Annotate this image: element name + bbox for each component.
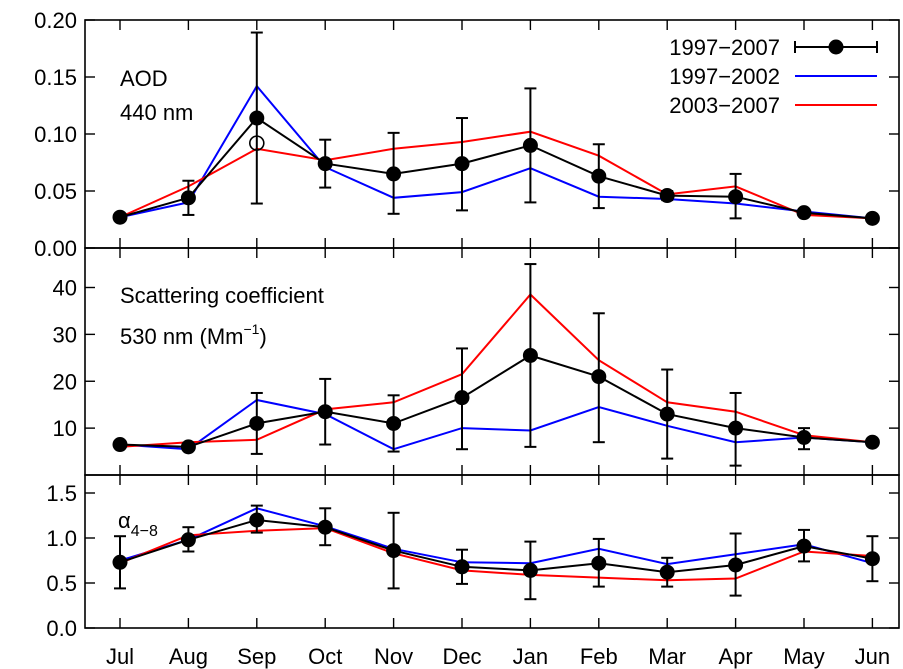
y-tick-label: 30 — [53, 322, 77, 347]
legend: 1997−2007 1997−2002 2003−2007 — [669, 35, 878, 118]
data-point — [796, 538, 812, 554]
data-point — [112, 437, 128, 453]
x-tick-label: Mar — [648, 644, 686, 669]
open-data-point — [248, 135, 265, 151]
panel-3: 0.0 0.5 1.0 1.5 α4−8 — [46, 474, 900, 641]
data-point — [864, 434, 880, 450]
y-tick-label: 10 — [53, 416, 77, 441]
data-point — [591, 555, 607, 571]
legend-label: 1997−2002 — [669, 64, 780, 89]
series-line-late — [119, 293, 873, 448]
data-point — [796, 430, 812, 445]
data-point — [591, 369, 607, 385]
x-tick-label: Aug — [169, 644, 208, 669]
y-tick-label: 0.10 — [34, 122, 77, 147]
x-tick-label: Jan — [513, 644, 548, 669]
alpha-subscript: 4−8 — [131, 523, 158, 540]
data-point — [796, 205, 812, 221]
data-point — [522, 562, 538, 578]
x-tick-label: Feb — [580, 644, 618, 669]
series-line-late — [119, 527, 873, 582]
data-point — [180, 439, 196, 455]
data-point — [864, 210, 880, 226]
y-tick-label: 1.0 — [46, 526, 77, 551]
panel-label-wavelength: 440 nm — [120, 100, 193, 125]
legend-label: 1997−2007 — [669, 35, 780, 60]
data-point — [522, 137, 538, 153]
y-tick-label: 0.15 — [34, 65, 77, 90]
x-tick-label: Dec — [442, 644, 481, 669]
data-point — [728, 557, 744, 573]
series-line-early — [119, 398, 873, 451]
data-point — [317, 404, 333, 420]
series-line-all — [119, 518, 873, 574]
y-tick-label: 0.20 — [34, 8, 77, 33]
panel-frame — [84, 474, 900, 629]
panel-2: 10 20 30 40 Scattering coefficient 530 nm (Mm… — [53, 247, 900, 476]
data-point — [180, 190, 196, 206]
panel-label: AOD — [120, 66, 168, 91]
series-line-early — [119, 84, 873, 220]
data-point — [454, 559, 470, 575]
legend-label: 2003−2007 — [669, 93, 780, 118]
panel-1: 0.00 0.05 0.10 0.15 0.20 AOD 440 nm — [34, 8, 900, 261]
data-point — [659, 188, 675, 204]
unit-text: 530 nm (Mm — [120, 324, 243, 349]
y-tick-label: 0.05 — [34, 179, 77, 204]
unit-close: ) — [259, 324, 266, 349]
chart-panels: 0.00 0.05 0.10 0.15 0.20 AOD 440 nm 10 20 30 40 Sca… — [34, 8, 900, 641]
data-point — [112, 209, 128, 225]
data-point — [659, 564, 675, 580]
unit-exponent: −1 — [243, 321, 259, 337]
y-tick-label: 0.00 — [34, 236, 77, 261]
x-tick-label: May — [783, 644, 825, 669]
panel-label: α4−8 — [118, 508, 158, 540]
data-point — [386, 415, 402, 431]
x-axis: Jul Aug Sep Oct Nov Dec Jan Feb Mar Apr May Jun — [106, 644, 890, 669]
series-line-all — [119, 354, 873, 448]
y-tick-label: 40 — [53, 276, 77, 301]
data-point — [454, 156, 470, 172]
data-point — [249, 415, 265, 431]
x-tick-label: Oct — [308, 644, 342, 669]
x-tick-label: Apr — [718, 644, 752, 669]
data-point — [317, 156, 333, 172]
x-tick-label: Nov — [374, 644, 413, 669]
series-line-early — [119, 507, 873, 566]
legend-marker — [828, 39, 844, 55]
x-tick-label: Jun — [855, 644, 890, 669]
data-point — [728, 189, 744, 205]
data-point — [317, 519, 333, 535]
alpha-symbol: α — [118, 508, 131, 533]
y-tick-label: 0.0 — [46, 616, 77, 641]
data-point — [591, 168, 607, 184]
series-line-all — [119, 116, 873, 220]
data-point — [659, 406, 675, 422]
data-point — [522, 347, 538, 363]
data-point — [180, 532, 196, 548]
data-point — [386, 166, 402, 182]
data-point — [728, 420, 744, 436]
x-tick-label: Jul — [106, 644, 134, 669]
y-tick-label: 0.5 — [46, 571, 77, 596]
data-point — [249, 512, 265, 528]
series-line-late — [119, 130, 873, 220]
panel-label-unit: 530 nm (Mm−1) — [120, 321, 267, 349]
y-tick-label: 20 — [53, 369, 77, 394]
data-point — [864, 551, 880, 567]
data-point — [249, 110, 265, 126]
data-point — [386, 543, 402, 559]
panel-label: Scattering coefficient — [120, 283, 324, 308]
y-tick-label: 1.5 — [46, 481, 77, 506]
data-point — [454, 390, 470, 406]
data-point — [112, 554, 128, 570]
x-tick-label: Sep — [237, 644, 276, 669]
